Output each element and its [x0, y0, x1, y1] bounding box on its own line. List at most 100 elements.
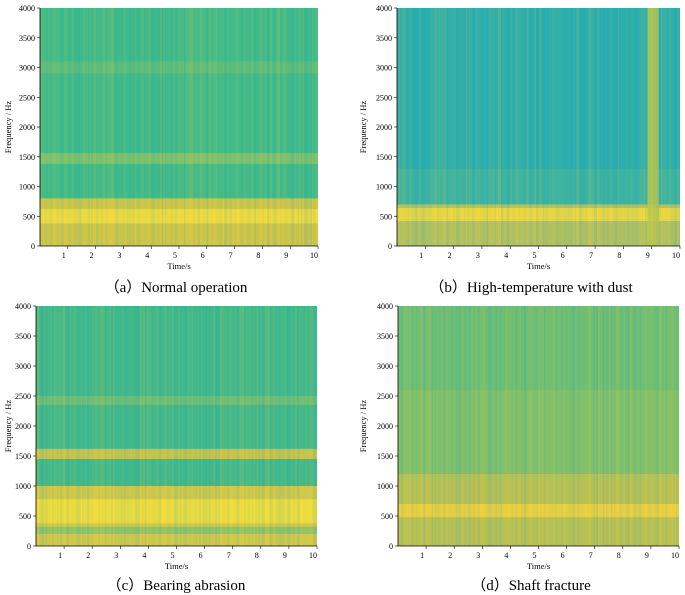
y-tick-label: 0 — [388, 242, 392, 251]
x-tick-label: 4 — [504, 251, 508, 260]
y-tick-label: 500 — [381, 512, 393, 521]
spectrogram-texture — [40, 8, 318, 246]
y-tick-label: 3500 — [15, 332, 31, 341]
y-tick-label: 2000 — [377, 422, 393, 431]
y-tick-label: 1000 — [377, 482, 393, 491]
y-tick-label: 3000 — [376, 64, 392, 73]
x-tick-label: 6 — [199, 551, 203, 560]
y-tick-label: 3000 — [377, 362, 393, 371]
x-axis-label: Time/s — [167, 261, 190, 271]
x-tick-label: 2 — [90, 251, 94, 260]
x-tick-label: 5 — [173, 251, 177, 260]
energy-band-2 — [36, 526, 317, 534]
y-axis-label: Frequency / Hz — [358, 400, 368, 453]
y-tick-label: 1500 — [19, 153, 35, 162]
energy-band-4 — [36, 396, 317, 405]
spectrogram-texture — [398, 306, 679, 546]
x-axis-label: Time/s — [527, 561, 550, 571]
y-axis-label: Frequency / Hz — [358, 101, 368, 154]
x-tick-label: 10 — [671, 551, 679, 560]
y-tick-label: 2000 — [19, 123, 35, 132]
x-tick-label: 9 — [645, 551, 649, 560]
x-tick-label: 4 — [145, 251, 149, 260]
x-tick-label: 7 — [589, 251, 593, 260]
y-tick-label: 3500 — [377, 332, 393, 341]
x-tick-label: 10 — [310, 251, 318, 260]
spectrogram-panel-c: 0 500 1000 1500 2000 2500 3000 3500 4000 1 2 3 4 5 6 7 8… — [0, 298, 330, 594]
y-axis-label: Frequency / Hz — [3, 101, 13, 154]
x-tick-label: 9 — [284, 251, 288, 260]
y-tick-label: 1000 — [376, 183, 392, 192]
energy-band-1 — [40, 209, 318, 224]
x-tick-label: 6 — [561, 251, 565, 260]
spectrogram-image — [398, 306, 679, 546]
x-tick-label: 10 — [309, 551, 317, 560]
y-tick-label: 4000 — [15, 302, 31, 311]
y-axis-label: Frequency / Hz — [3, 400, 13, 453]
spectrogram-chart-d: 0 500 1000 1500 2000 2500 3000 3500 4000 1 2 3 4 5 6 7 8… — [358, 302, 680, 571]
y-tick-label: 500 — [19, 512, 31, 521]
x-tick-label: 3 — [476, 251, 480, 260]
x-tick-label: 1 — [62, 251, 66, 260]
x-tick-label: 3 — [117, 251, 121, 260]
x-tick-label: 7 — [589, 551, 593, 560]
spectrogram-panel-a: 0 500 1000 1500 2000 2500 3000 3500 4000 1 2 3 4 5 6 7 8… — [0, 0, 330, 296]
y-tick-label: 1000 — [19, 183, 35, 192]
spectrogram-chart-c: 0 500 1000 1500 2000 2500 3000 3500 4000 1 2 3 4 5 6 7 8… — [3, 302, 318, 571]
y-tick-label: 2500 — [376, 93, 392, 102]
x-tick-label: 1 — [420, 551, 424, 560]
x-tick-label: 4 — [504, 551, 508, 560]
energy-band-3 — [36, 448, 317, 459]
x-tick-label: 10 — [672, 251, 680, 260]
spectrogram-panel-d: 0 500 1000 1500 2000 2500 3000 3500 4000 1 2 3 4 5 6 7 8… — [355, 298, 685, 594]
spectrogram-image — [40, 8, 318, 246]
energy-band-1 — [397, 207, 680, 222]
spectrogram-chart-a: 0 500 1000 1500 2000 2500 3000 3500 4000 1 2 3 4 5 6 7 8… — [3, 4, 319, 271]
spectrogram-image — [397, 8, 680, 246]
y-tick-label: 2500 — [15, 392, 31, 401]
x-tick-label: 2 — [448, 251, 452, 260]
spectrogram-image — [36, 306, 317, 546]
y-tick-label: 1500 — [377, 452, 393, 461]
x-tick-label: 5 — [171, 551, 175, 560]
y-tick-label: 2500 — [19, 93, 35, 102]
y-tick-label: 0 — [389, 542, 393, 551]
x-tick-label: 2 — [448, 551, 452, 560]
x-tick-label: 7 — [227, 551, 231, 560]
x-tick-label: 4 — [142, 551, 146, 560]
y-tick-label: 3500 — [376, 34, 392, 43]
y-tick-label: 3000 — [15, 362, 31, 371]
y-tick-label: 1500 — [15, 452, 31, 461]
energy-band-2 — [398, 390, 679, 474]
spectrogram-texture — [36, 306, 317, 546]
x-tick-label: 9 — [646, 251, 650, 260]
x-tick-label: 1 — [58, 551, 62, 560]
y-tick-label: 2000 — [15, 422, 31, 431]
energy-region-0 — [647, 8, 659, 246]
y-tick-label: 2000 — [376, 123, 392, 132]
y-tick-label: 500 — [380, 212, 392, 221]
y-tick-label: 3500 — [19, 34, 35, 43]
spectrogram-panel-b: 0 500 1000 1500 2000 2500 3000 3500 4000 1 2 3 4 5 6 7 8… — [355, 0, 685, 296]
x-tick-label: 2 — [86, 551, 90, 560]
x-tick-label: 5 — [533, 551, 537, 560]
x-tick-label: 6 — [561, 551, 565, 560]
caption-b: （b）High-temperature with dust — [429, 280, 633, 296]
y-tick-label: 0 — [27, 542, 31, 551]
y-tick-label: 4000 — [376, 4, 392, 13]
y-tick-label: 500 — [23, 212, 35, 221]
caption-d: （d）Shaft fracture — [471, 578, 591, 594]
x-tick-label: 1 — [419, 251, 423, 260]
x-tick-label: 8 — [256, 251, 260, 260]
x-axis-label: Time/s — [527, 261, 550, 271]
energy-band-1 — [36, 499, 317, 524]
y-tick-label: 0 — [31, 242, 35, 251]
x-tick-label: 3 — [114, 551, 118, 560]
x-tick-label: 9 — [283, 551, 287, 560]
x-tick-label: 7 — [229, 251, 233, 260]
x-axis-label: Time/s — [165, 561, 188, 571]
energy-band-3 — [40, 61, 318, 74]
x-tick-label: 3 — [476, 551, 480, 560]
energy-band-2 — [397, 168, 680, 205]
caption-c: （c）Bearing abrasion — [106, 578, 246, 594]
